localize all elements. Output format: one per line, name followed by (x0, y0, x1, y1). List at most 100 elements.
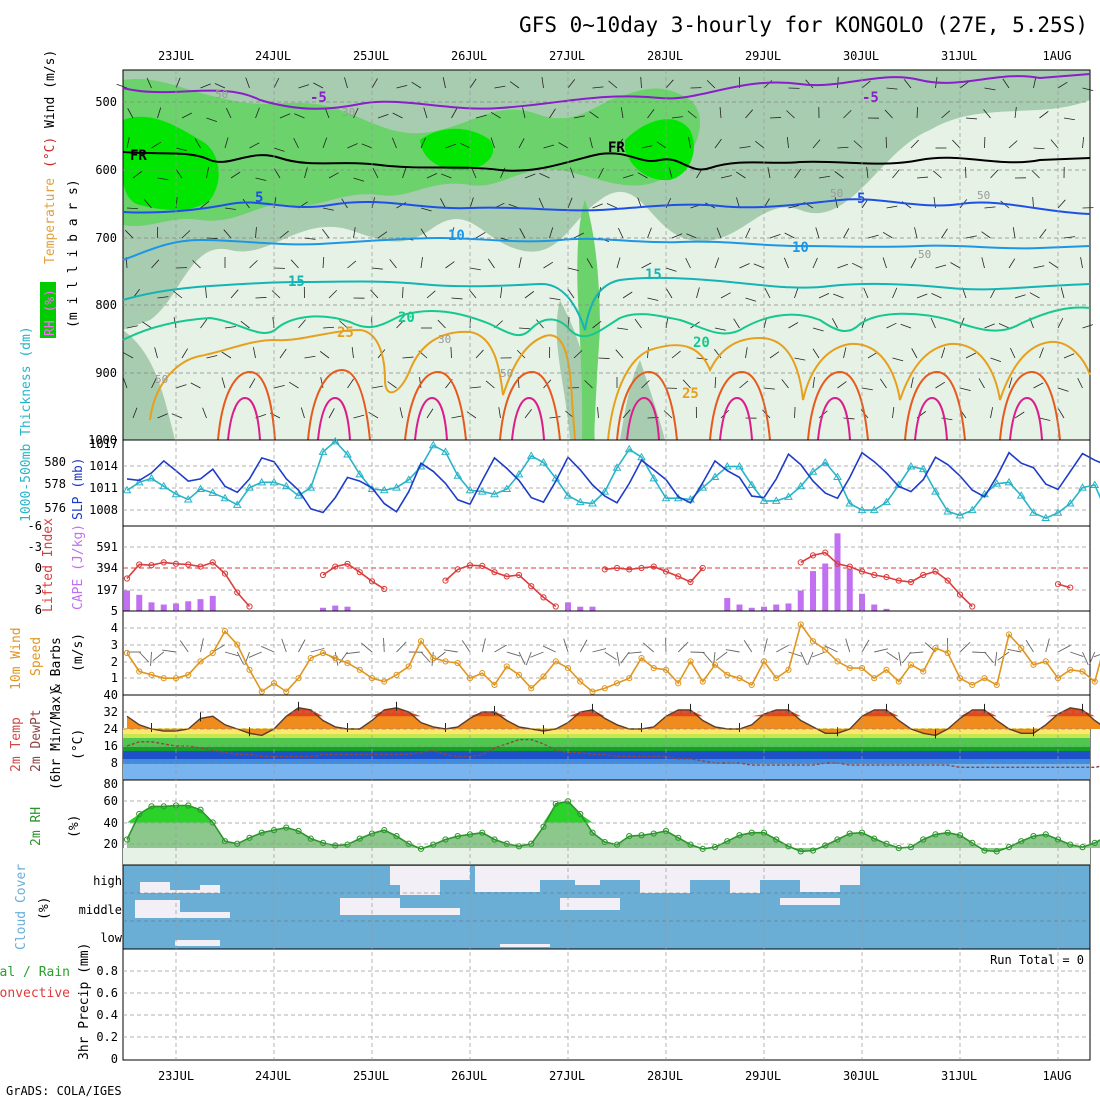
upper-wind-barb (834, 197, 838, 209)
upper-wind-barb (1057, 317, 1064, 329)
wind10m-point (589, 688, 596, 695)
upper-wind-barb (641, 380, 650, 389)
wind10m-speed-series (123, 621, 1100, 695)
upper-wind-barb (911, 348, 918, 359)
temp2m-unit-label: (°C) (71, 729, 86, 760)
upper-wind-barb (843, 109, 852, 119)
cape-bar (209, 595, 216, 611)
upper-wind-barb (863, 287, 869, 299)
upper-wind-barb (739, 263, 750, 269)
upper-wind-barb (175, 147, 187, 152)
wind-barb (715, 651, 728, 661)
thickness-point (1004, 477, 1014, 486)
thickness-point (318, 447, 328, 455)
wind10m-point (577, 678, 584, 685)
upper-wind-barb (641, 145, 653, 149)
cloud-clear-middle (780, 898, 840, 905)
lifted-index-point (356, 569, 363, 576)
upper-wind-barb (151, 141, 162, 149)
rh2m-point (993, 848, 1000, 855)
upper-wind-barb (837, 146, 849, 149)
upper-wind-barb (983, 109, 991, 119)
temp-band (123, 763, 1090, 780)
wind-barb (812, 651, 826, 658)
upper-wind-barb (640, 76, 642, 89)
thickness-point (845, 499, 855, 507)
upper-wind-barb (739, 380, 749, 389)
upper-wind-barb (157, 413, 168, 419)
upper-wind-barb (714, 376, 717, 389)
thickness-point (588, 499, 597, 507)
thickness-point (698, 483, 708, 491)
wind-barb (1082, 651, 1089, 665)
upper-wind-barb (475, 114, 487, 119)
rh-contour-label: 50 (500, 367, 513, 380)
upper-wind-barb (371, 267, 383, 270)
rh2m-tick-label: 20 (104, 837, 118, 851)
thickness-point (1090, 480, 1100, 488)
wind10m-tick-label: 4 (111, 621, 118, 635)
wind-barb (984, 651, 994, 664)
rh2m-point (148, 803, 155, 810)
wind-barb (874, 648, 888, 653)
upper-wind-barb (451, 227, 455, 239)
rh2m-point (956, 832, 964, 839)
date-label-top: 25JUL (353, 49, 389, 63)
upper-wind-barb (892, 357, 904, 362)
thickness-point (526, 451, 536, 459)
upper-wind-barb (498, 407, 501, 419)
lifted-index-point (650, 563, 657, 570)
cape-tick-label: 197 (96, 583, 118, 597)
upper-wind-barb (221, 351, 232, 359)
pressure-axis-label: (m i l l i b a r s) (66, 179, 81, 328)
wind10m-point (234, 641, 241, 648)
wind-axis-label: Wind (m/s) (43, 50, 58, 128)
wind10m-point (797, 621, 804, 628)
upper-wind-barb (794, 287, 799, 299)
thickness-point (955, 510, 965, 519)
upper-wind-barb (1063, 117, 1075, 121)
date-label-top: 29JUL (745, 49, 781, 63)
upper-wind-barb (671, 350, 681, 359)
upper-wind-barb (439, 198, 446, 209)
upper-wind-barb (370, 289, 379, 299)
contour-label: 5 (255, 190, 263, 206)
thickness-point (159, 481, 169, 490)
wind-barb (616, 651, 620, 666)
slp-tick-label: 1011 (89, 481, 118, 495)
contour-label: 25 (337, 325, 354, 341)
rh-contour-label: 50 (918, 248, 931, 261)
rh2m-point (307, 835, 314, 842)
upper-wind-barb (990, 407, 993, 419)
cape-tick-label: 591 (96, 540, 118, 554)
upper-wind-barb (665, 267, 677, 272)
precip-convective-label: Convective (0, 986, 70, 1001)
upper-wind-barb (853, 140, 863, 149)
rh2m-point (234, 840, 241, 847)
cape-bar (589, 606, 596, 611)
upper-wind-barb (230, 171, 241, 179)
thickness-point (220, 493, 230, 502)
wind10m-point (773, 675, 780, 682)
upper-wind-barb (892, 407, 895, 419)
upper-wind-barb (764, 288, 771, 299)
upper-wind-barb (714, 327, 726, 331)
lifted-index-point (442, 577, 449, 584)
thickness-point (134, 477, 144, 486)
upper-wind-barb (192, 260, 201, 269)
lifted-index-line (126, 551, 1071, 608)
upper-wind-barb (1057, 408, 1065, 419)
rh2m-point (197, 806, 204, 813)
upper-wind-barb (714, 257, 720, 269)
wind-barb (1088, 651, 1096, 666)
rh2m-panel: 80 60 40 20 2m RH (%) (29, 777, 1100, 866)
thickness-point (771, 496, 781, 504)
upper-wind-barb (567, 197, 573, 209)
wind-barb (383, 637, 385, 653)
lifted-index-point (528, 583, 535, 590)
temp-band (123, 751, 1090, 759)
cape-tick-label: 394 (96, 561, 118, 575)
cape-bar (148, 602, 155, 611)
wind10m-point (895, 678, 902, 685)
upper-wind-barb (396, 84, 408, 89)
